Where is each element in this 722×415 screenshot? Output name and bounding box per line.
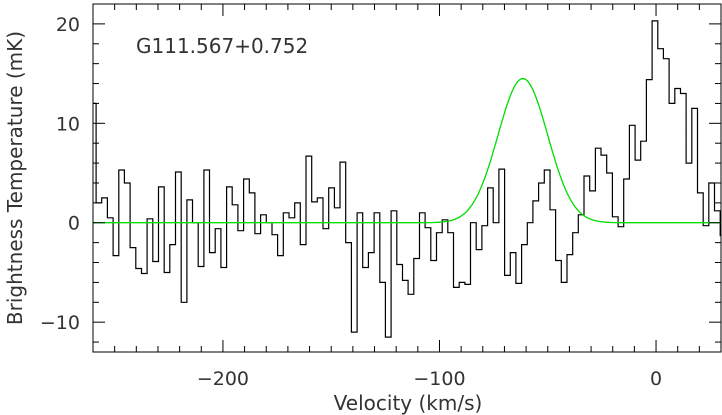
y-tick-label: 0	[68, 213, 80, 235]
y-tick-label: −10	[40, 312, 80, 334]
x-axis-title: Velocity (km/s)	[334, 391, 483, 415]
y-axis-title: Brightness Temperature (mK)	[3, 31, 27, 325]
spectrum-step-line	[93, 20, 721, 338]
gaussian-fit-line	[93, 77, 721, 224]
plot-frame	[92, 3, 722, 353]
x-tick-label: −100	[413, 368, 465, 390]
x-tick-label: −200	[197, 368, 249, 390]
x-tick-label: 0	[650, 368, 662, 390]
y-tick-label: 20	[56, 14, 80, 36]
source-annotation: G111.567+0.752	[136, 34, 308, 58]
y-tick-label: 10	[56, 113, 80, 135]
data-layer	[93, 20, 721, 338]
